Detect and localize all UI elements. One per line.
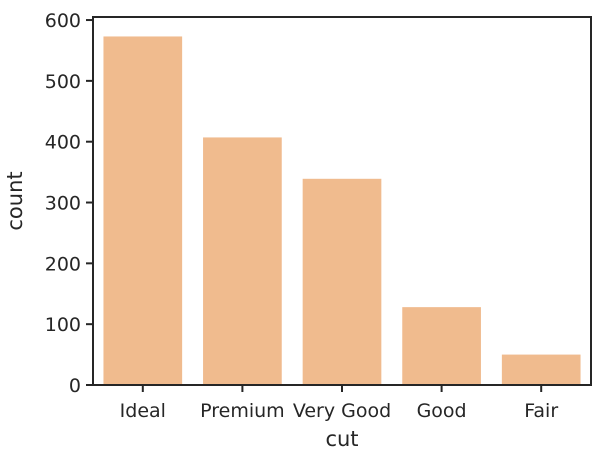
y-tick-label: 100 (45, 314, 81, 336)
x-tick-label: Good (417, 400, 467, 422)
bar-good (402, 307, 481, 385)
plot-frame (92, 16, 592, 386)
x-tick-label: Ideal (120, 400, 166, 422)
y-tick-label: 400 (45, 132, 81, 154)
y-axis-label: count (3, 171, 27, 230)
x-axis-label: cut (325, 427, 358, 451)
y-tick-label: 0 (69, 375, 81, 397)
y-axis-ticks: 0 100 200 300 400 500 600 (45, 10, 93, 397)
bar-ideal (103, 36, 183, 385)
x-axis-ticks: Ideal Premium Very Good Good Fair (120, 385, 558, 422)
x-tick-label: Very Good (293, 400, 391, 422)
y-tick-label: 600 (45, 10, 81, 32)
y-tick-label: 200 (45, 253, 81, 275)
bars-group (103, 36, 581, 385)
x-tick-label: Premium (200, 400, 285, 422)
x-tick-label: Fair (524, 400, 558, 422)
y-tick-label: 300 (45, 193, 81, 215)
bar-very-good (302, 178, 382, 385)
bar-fair (501, 354, 581, 385)
y-tick-label: 500 (45, 71, 81, 93)
bar-premium (203, 137, 282, 385)
